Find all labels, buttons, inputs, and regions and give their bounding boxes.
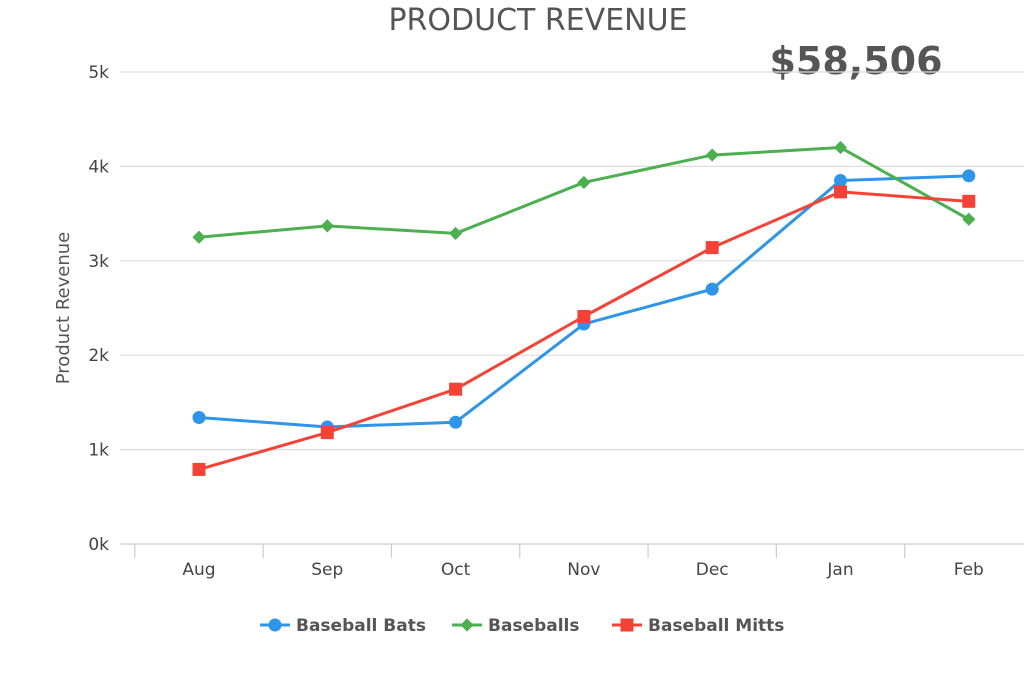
y-tick-label: 2k	[88, 346, 109, 366]
legend-label: Baseball Bats	[296, 616, 426, 636]
data-point-baseball-mitts	[834, 185, 847, 199]
y-tick-label: 5k	[88, 63, 109, 83]
gridlines	[120, 71, 1024, 545]
data-point-baseball-mitts	[192, 462, 206, 476]
data-point-baseball-mitts	[449, 382, 463, 396]
data-point-baseball-bats	[192, 411, 206, 425]
headline-total: $58,506	[769, 39, 942, 83]
legend-marker	[268, 618, 282, 632]
y-axis-label: Product Revenue	[53, 232, 74, 384]
data-point-baseballs	[962, 212, 976, 226]
data-point-baseball-mitts	[577, 309, 591, 323]
x-tick-label: Dec	[696, 560, 729, 580]
chart-title: PRODUCT REVENUE	[388, 3, 687, 38]
data-point-baseball-mitts	[705, 241, 719, 255]
data-point-baseballs	[577, 175, 591, 190]
data-point-baseballs	[320, 219, 334, 233]
data-point-baseball-bats	[449, 415, 463, 429]
legend-label: Baseballs	[488, 616, 580, 636]
y-tick-label: 1k	[88, 441, 109, 461]
y-tick-label: 3k	[88, 252, 109, 272]
series-baseballs	[192, 140, 976, 244]
data-point-baseball-bats	[834, 174, 847, 188]
legend-item-baseball-mitts[interactable]: Baseball Mitts	[612, 616, 784, 636]
data-point-baseballs	[705, 148, 719, 162]
series-baseball-bats	[192, 169, 976, 434]
legend-label: Baseball Mitts	[648, 616, 784, 636]
legend[interactable]: Baseball Bats Baseballs Baseball Mitts	[260, 616, 784, 636]
legend-item-baseballs[interactable]: Baseballs	[452, 616, 580, 636]
data-point-baseballs	[833, 140, 848, 155]
series-group	[192, 140, 976, 476]
series-line-baseball-bats	[198, 174, 969, 429]
data-point-baseball-bats	[962, 169, 976, 183]
y-axis-ticks: 0k 1k 2k 3k 4k 5k	[88, 63, 109, 555]
x-tick-label: Jan	[826, 560, 853, 580]
y-tick-label: 0k	[88, 535, 109, 555]
x-tick-label: Feb	[954, 560, 984, 580]
data-point-baseball-mitts	[320, 426, 334, 440]
data-point-baseball-mitts	[962, 194, 976, 208]
data-point-baseball-bats	[705, 282, 719, 296]
legend-marker	[460, 618, 474, 632]
x-axis: Aug Sep Oct Nov Dec Jan Feb	[134, 544, 984, 580]
legend-item-baseball-bats[interactable]: Baseball Bats	[260, 616, 426, 636]
x-tick-label: Sep	[311, 560, 343, 580]
legend-marker	[620, 618, 634, 632]
x-tick-label: Oct	[441, 560, 471, 580]
x-tick-label: Nov	[567, 560, 600, 580]
data-point-baseballs	[192, 230, 206, 244]
x-tick-label: Aug	[182, 560, 215, 580]
data-point-baseballs	[449, 226, 463, 241]
y-tick-label: 4k	[88, 157, 109, 177]
series-line-baseball-mitts	[198, 190, 969, 471]
series-baseball-mitts	[192, 185, 976, 476]
